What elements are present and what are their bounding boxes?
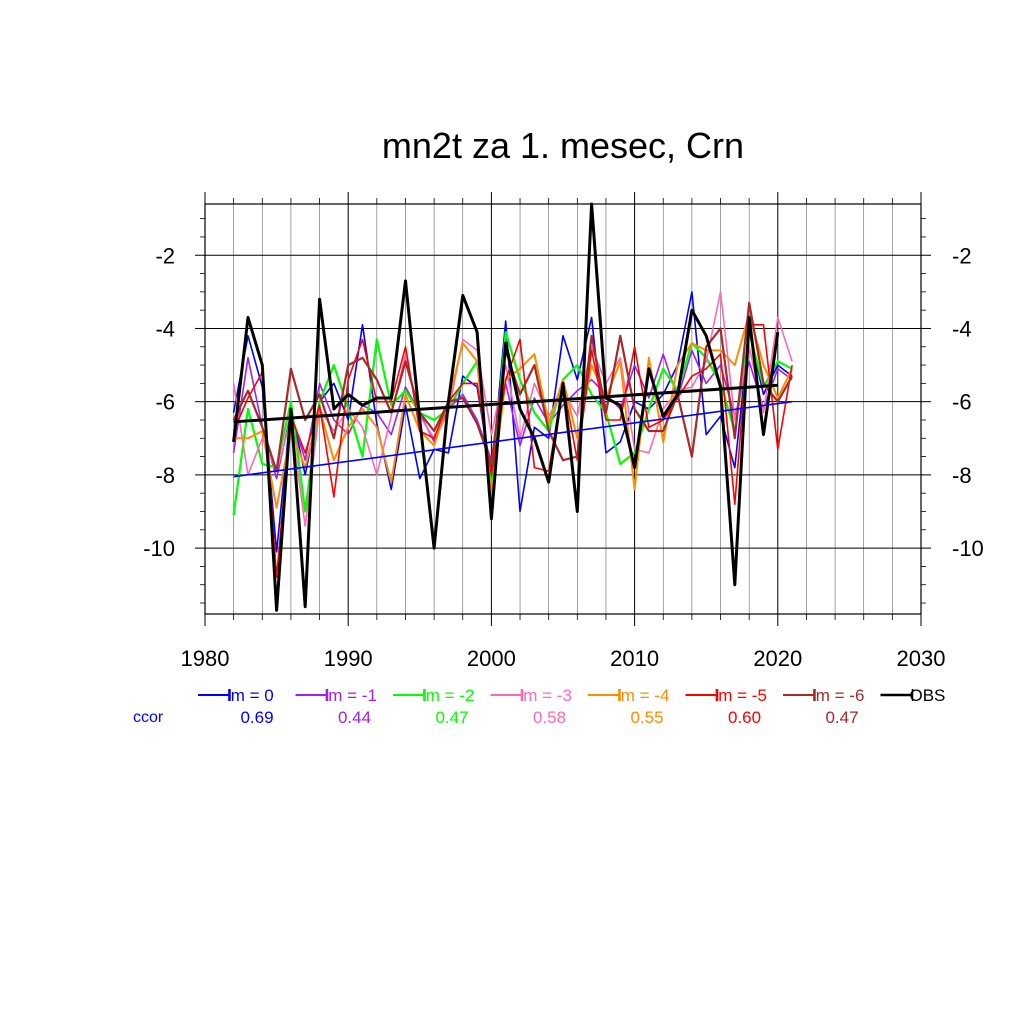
axes: 1980 1990 2000 2010 2020 2030 -2 -2 -4 -4 -6 -6 -8 -8… [143,192,984,671]
y-tick-label-right: -2 [952,243,972,268]
plot-frame [204,203,922,615]
legend-label: lm = -2 [422,686,474,705]
y-tick-label-right: -6 [952,390,972,415]
x-tick-label: 1980 [181,646,230,671]
legend-label: lm = -4 [617,686,669,705]
x-tick-label: 2020 [753,646,802,671]
legend-label: lm = 0 [227,686,274,705]
legend-ccor: 0.58 [533,708,566,727]
plot-area [232,202,794,612]
ccor-label: ccor [133,709,164,726]
x-tick-label: 2030 [897,646,946,671]
legend-ccor: 0.60 [728,708,761,727]
y-tick-label-right: -4 [952,316,972,341]
y-tick-label-right: -8 [952,463,972,488]
legend-label: OBS [910,686,946,705]
legend-ccor: 0.47 [825,708,858,727]
y-tick-label: -8 [155,463,175,488]
legend-label: lm = -1 [325,686,377,705]
trend-line [233,383,778,424]
legend: ccor lm = 0 0.69 lm = -1 0.44 lm = -2 0.47 lm … [133,686,945,727]
y-tick-label: -10 [143,536,175,561]
grid [204,204,922,614]
trend-line [233,400,793,478]
legend-label: lm = -6 [812,686,864,705]
chart-title: mn2t za 1. mesec, Crn [382,125,744,166]
x-tick-label: 2000 [467,646,516,671]
legend-ccor: 0.44 [338,708,371,727]
y-tick-label-right: -10 [952,536,984,561]
x-tick-label: 1990 [324,646,373,671]
x-tick-label: 2010 [610,646,659,671]
y-tick-label: -6 [155,390,175,415]
y-tick-label: -2 [155,243,175,268]
series-line-lm-5 [232,323,793,579]
legend-label: lm = -5 [715,686,767,705]
legend-ccor: 0.55 [630,708,663,727]
y-tick-label: -4 [155,316,175,341]
series-line-lm-2 [232,331,793,516]
series-line-lm-1 [232,349,793,480]
legend-ccor: 0.47 [435,708,468,727]
series-line-obs [232,202,780,612]
legend-ccor: 0.69 [240,708,273,727]
legend-label: lm = -3 [520,686,572,705]
